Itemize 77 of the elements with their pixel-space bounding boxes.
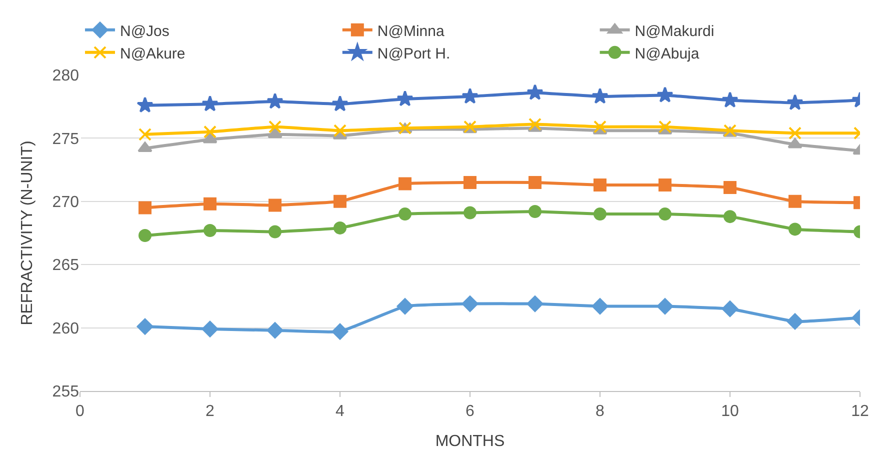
legend-label: N@Jos xyxy=(120,22,170,40)
point xyxy=(592,88,608,104)
point xyxy=(786,94,804,110)
point xyxy=(396,298,414,314)
point xyxy=(332,323,348,340)
point xyxy=(462,296,478,312)
point xyxy=(528,118,542,131)
point xyxy=(204,197,216,210)
point xyxy=(592,298,608,314)
x-axis-title: MONTHS xyxy=(435,432,505,450)
point xyxy=(334,194,346,208)
point xyxy=(724,210,736,224)
point xyxy=(138,142,152,152)
point xyxy=(268,120,282,134)
point xyxy=(464,206,476,220)
point xyxy=(398,177,412,190)
point xyxy=(332,95,348,112)
point xyxy=(786,313,804,330)
point xyxy=(266,322,284,338)
point xyxy=(202,320,218,338)
point xyxy=(136,96,154,113)
point xyxy=(204,125,216,138)
legend-label: N@Port H. xyxy=(377,45,450,62)
x-tick-label: 8 xyxy=(596,403,605,420)
point xyxy=(334,221,346,234)
y-tick-label: 270 xyxy=(52,194,80,211)
x-tick-label: 12 xyxy=(851,403,869,420)
point xyxy=(656,86,674,102)
x-tick-label: 6 xyxy=(466,403,475,420)
point xyxy=(722,300,738,317)
point xyxy=(268,198,282,212)
x-tick-label: 0 xyxy=(76,403,85,420)
legend-label: N@Makurdi xyxy=(634,22,714,40)
point xyxy=(202,132,218,144)
y-tick-label: 280 xyxy=(52,68,80,85)
point xyxy=(138,229,152,242)
y-tick-label: 275 xyxy=(52,130,80,148)
legend-label: N@Abuja xyxy=(634,45,700,62)
point xyxy=(462,88,478,104)
point xyxy=(138,128,152,141)
point xyxy=(526,296,544,312)
point xyxy=(528,205,542,218)
point xyxy=(202,95,218,112)
point xyxy=(724,181,736,194)
y-tick-label: 260 xyxy=(52,320,80,338)
point xyxy=(334,124,346,138)
x-tick-label: 10 xyxy=(721,403,739,420)
point xyxy=(658,208,672,221)
point xyxy=(268,128,282,138)
y-axis-title: REFRACTIVITY (N-UNIT) xyxy=(19,140,36,326)
point xyxy=(656,298,674,314)
x-tick-label: 4 xyxy=(336,403,345,420)
point xyxy=(658,120,672,134)
point xyxy=(136,318,154,335)
legend-label: N@Akure xyxy=(120,45,186,62)
y-tick-label: 255 xyxy=(52,384,80,401)
point xyxy=(204,224,216,237)
point xyxy=(396,90,414,106)
point xyxy=(594,208,606,221)
legend-label: N@Minna xyxy=(377,22,445,40)
point xyxy=(464,176,476,189)
point xyxy=(398,208,412,221)
point xyxy=(528,176,542,189)
point xyxy=(788,194,802,208)
point xyxy=(788,126,802,140)
point xyxy=(594,178,606,192)
y-tick-label: 265 xyxy=(52,257,80,274)
point xyxy=(658,178,672,192)
point xyxy=(138,201,152,214)
point xyxy=(788,222,802,236)
x-tick-label: 2 xyxy=(206,403,215,420)
point xyxy=(266,92,284,109)
point xyxy=(594,120,606,134)
point xyxy=(526,84,544,100)
point xyxy=(788,138,802,148)
point xyxy=(722,92,738,108)
point xyxy=(268,225,282,238)
